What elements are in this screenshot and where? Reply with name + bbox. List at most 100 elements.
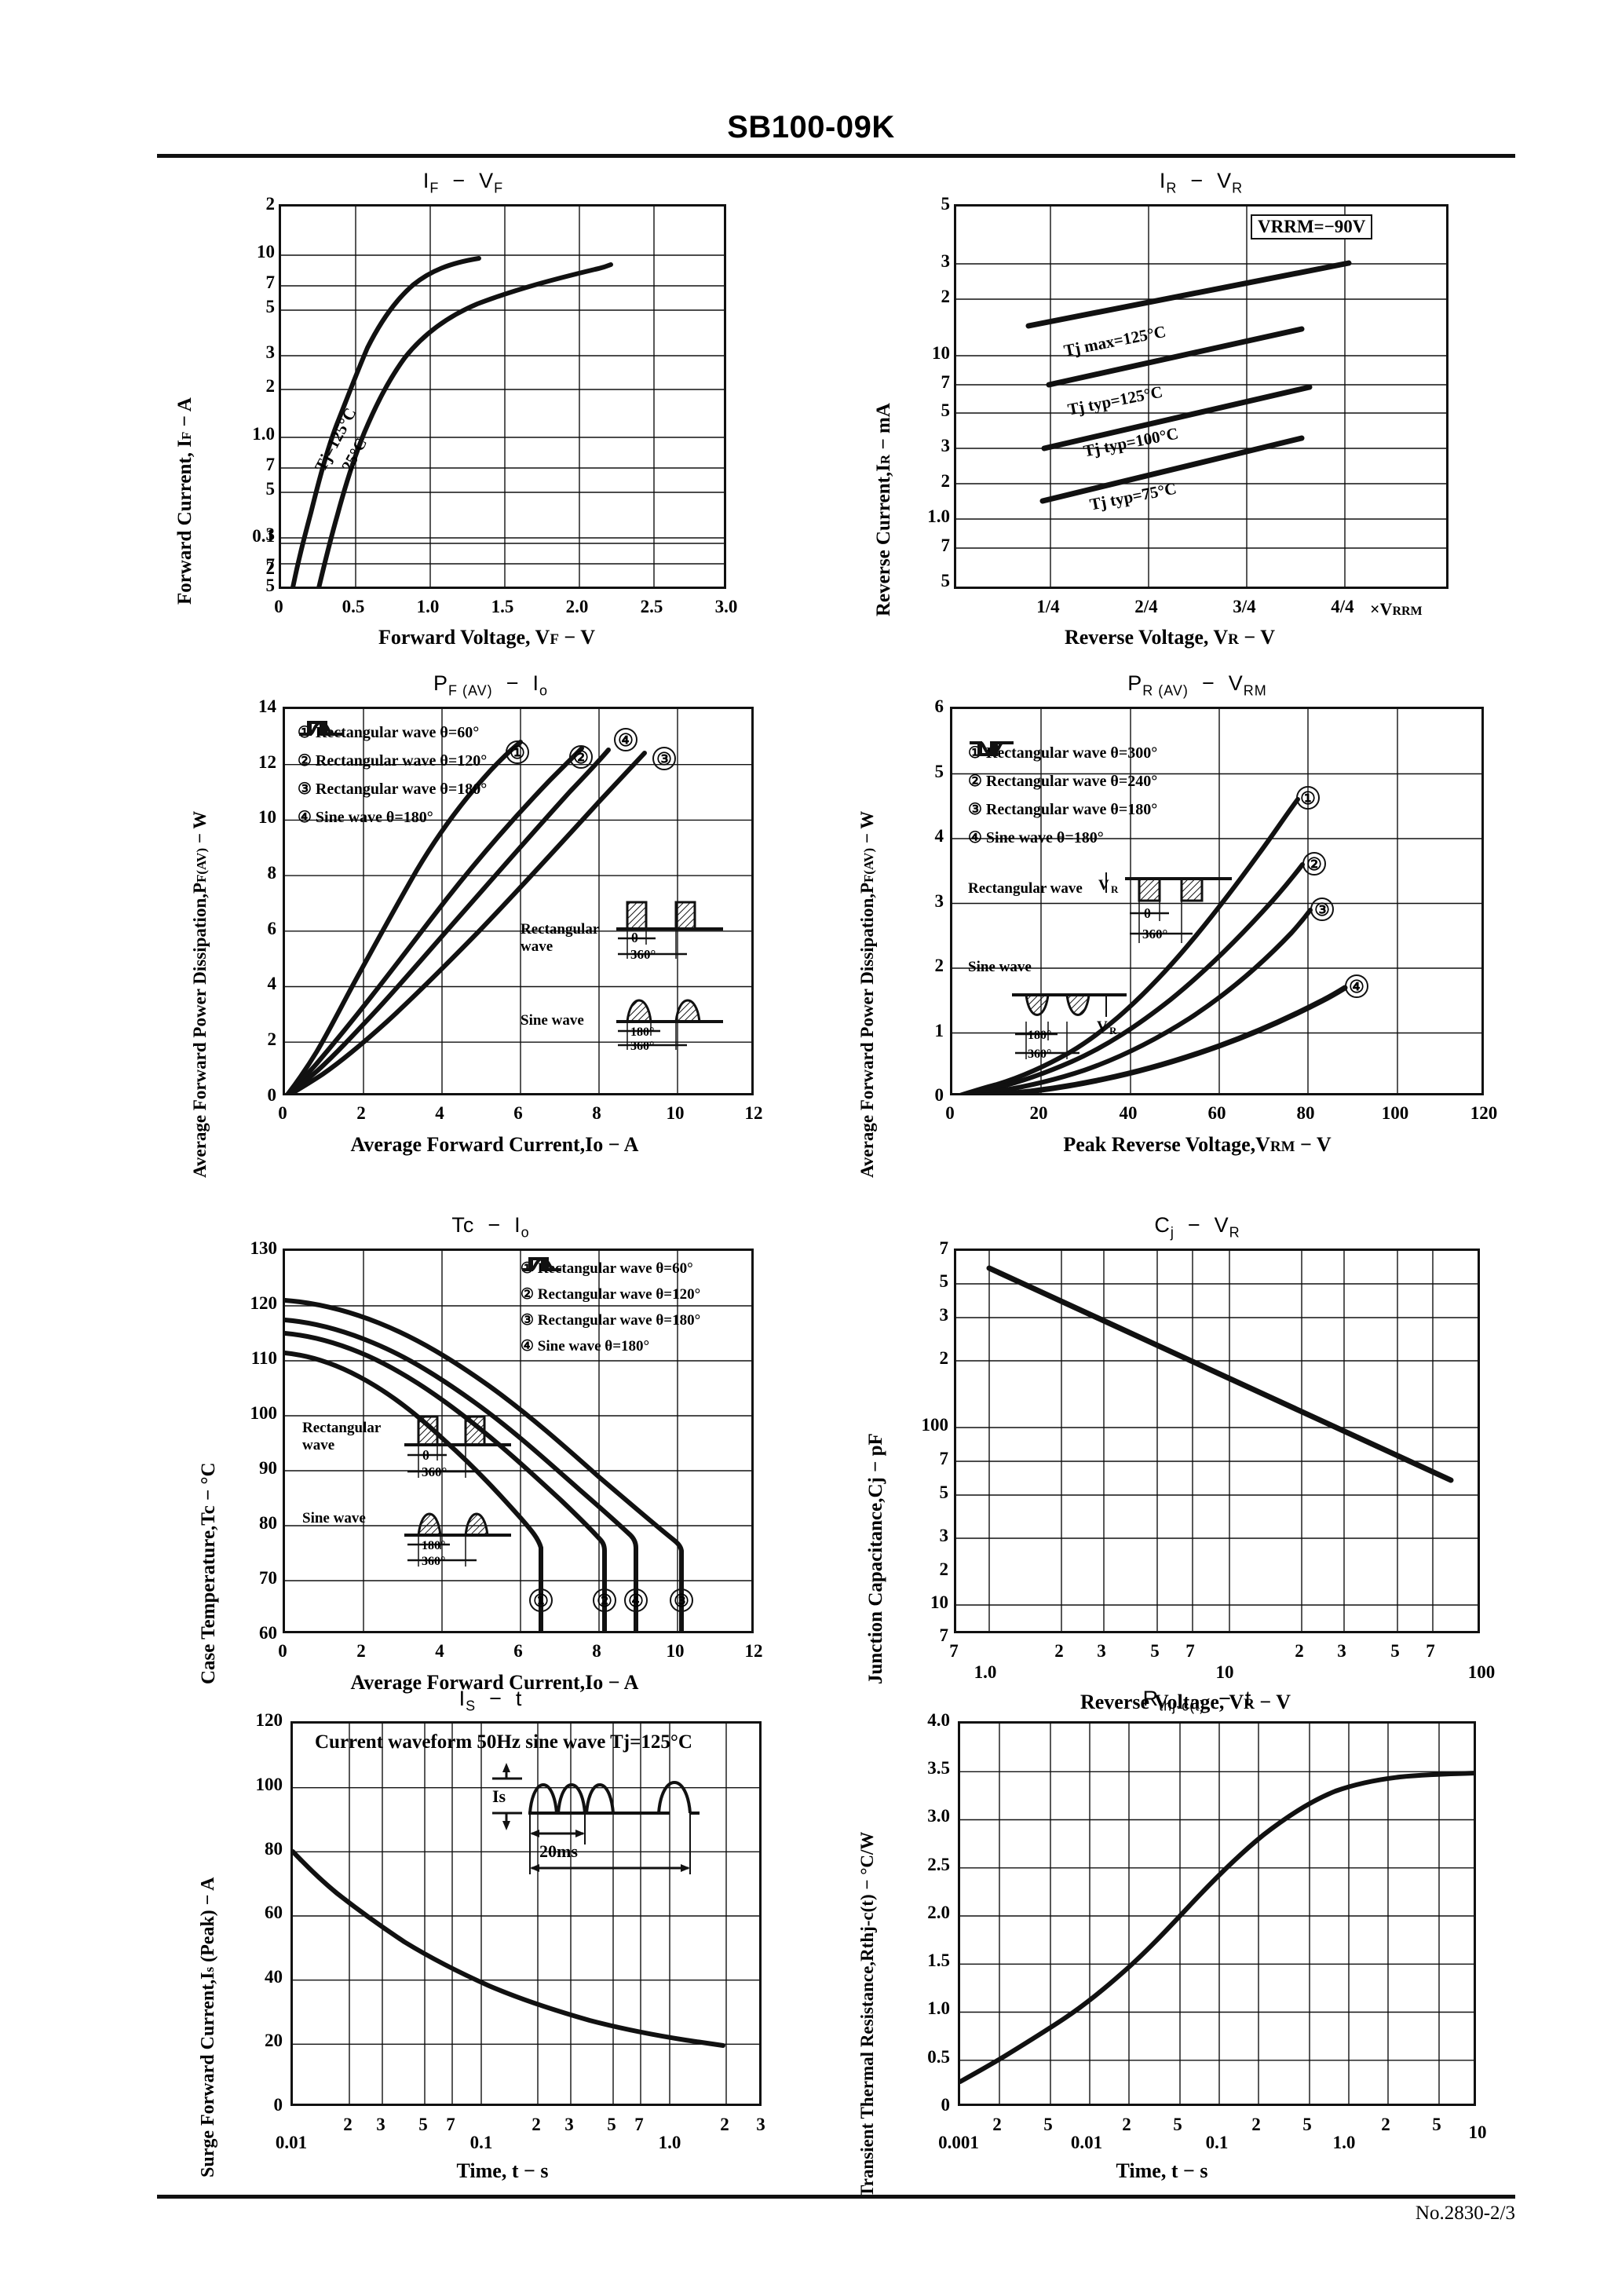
chart-title-prav-vrm: PR (AV) − VRM xyxy=(1127,671,1267,699)
axis-label-x-tc-io: Average Forward Current,Io − A xyxy=(350,1671,639,1694)
ytick: 5 xyxy=(939,1271,949,1291)
plot-area-tc-io: ① Rectangular wave θ=60° ② Rectangular w… xyxy=(283,1249,754,1633)
svg-text:R: R xyxy=(1111,883,1119,895)
svg-text:360°: 360° xyxy=(1028,1047,1051,1061)
xtick: 3 xyxy=(1337,1641,1346,1661)
ytick: 40 xyxy=(265,1967,283,1987)
ytick: 2.0 xyxy=(927,1903,950,1922)
ytick: 0 xyxy=(934,1085,944,1105)
plot-area-rth-t xyxy=(958,1721,1476,2106)
curve-marker-4: ④ xyxy=(1345,974,1368,998)
legend-pfav-io: ① Rectangular wave θ=60° ② Rectangular w… xyxy=(298,718,495,832)
ytick: 1.0 xyxy=(252,424,275,444)
ytick: 10 xyxy=(932,343,950,363)
svg-text:360°: 360° xyxy=(630,947,656,962)
xtick: 3 xyxy=(564,2115,574,2134)
legend-tc-io: ① Rectangular wave θ=60° ② Rectangular w… xyxy=(521,1256,708,1359)
xtick: 6 xyxy=(513,1641,523,1661)
axis-label-x-pfav: Average Forward Current,Io − A xyxy=(350,1133,639,1156)
curve-marker-2: ② xyxy=(593,1589,616,1612)
plot-svg-cj-vr xyxy=(956,1251,1478,1631)
legend-item: ② Rectangular wave θ=120° xyxy=(521,1257,708,1307)
ytick: 3 xyxy=(941,251,951,271)
ytick: 120 xyxy=(255,1710,283,1730)
chart-title-tc-io: Tc − Io xyxy=(451,1213,530,1241)
inset-rect-wave-label: Rectangular wave xyxy=(968,880,1083,897)
ytick: 7 xyxy=(265,455,276,474)
xtick: 1.0 xyxy=(1332,2133,1356,2152)
xtick: 0.01 xyxy=(1070,2133,1103,2152)
ytick: 2 xyxy=(267,1029,277,1049)
ytick: 7 xyxy=(939,1449,949,1468)
ytick: 110 xyxy=(250,1348,277,1368)
chart-title-pfav-io: PF (AV) − Io xyxy=(433,671,548,699)
svg-text:360°: 360° xyxy=(630,1040,654,1053)
xtick: 1.0 xyxy=(658,2133,681,2152)
axis-label-x-cj-vr: Reverse Voltage, VR − V xyxy=(1080,1691,1291,1713)
ytick: 4.0 xyxy=(927,1710,950,1730)
svg-text:360°: 360° xyxy=(422,1464,447,1479)
xtick: 20 xyxy=(1029,1103,1048,1123)
ytick: 6 xyxy=(267,919,277,938)
inset-rect-wave-label: Rectangular wave xyxy=(521,921,600,955)
plot-area-pfav-io: ① Rectangular wave θ=60° ② Rectangular w… xyxy=(283,707,754,1095)
xtick: 2 xyxy=(1381,2115,1390,2134)
axis-label-y-rth-t: Transient Thermal Resistance,Rthj-c(t) −… xyxy=(857,1831,877,2197)
chart-title-cj-vr: Cj − VR xyxy=(1154,1213,1240,1241)
legend-prav-vrm: ① Rectangular wave θ=300° ② Rectangular … xyxy=(968,739,1165,852)
ytick: 5 xyxy=(941,194,951,214)
xtick: 8 xyxy=(592,1641,601,1661)
svg-text:V: V xyxy=(1097,1018,1108,1035)
xtick: 2 xyxy=(992,2115,1002,2134)
ytick: 7 xyxy=(941,536,951,555)
xtick: 2/4 xyxy=(1134,597,1158,616)
svg-text:θ: θ xyxy=(422,1448,429,1463)
ytick: 7 xyxy=(265,272,276,292)
ytick: 14 xyxy=(258,696,276,716)
xtick: 40 xyxy=(1119,1103,1138,1123)
ytick: 0 xyxy=(267,1085,277,1105)
ytick: 1.5 xyxy=(927,1951,950,1970)
xtick: 0 xyxy=(945,1103,955,1123)
ytick: 100 xyxy=(921,1415,949,1435)
ytick: 10 xyxy=(930,1592,948,1612)
inset-sine-wave-label: Sine wave xyxy=(302,1510,366,1526)
inset-sine-wave-label: Sine wave xyxy=(968,959,1032,975)
curve-marker-1: ① xyxy=(529,1589,553,1612)
ytick: 4 xyxy=(267,974,277,993)
chart-tc-io: Tc − Io Case Temperature,Tc − °C xyxy=(181,1213,801,1747)
ytick: 7 xyxy=(939,1238,949,1258)
annotation-vrrm: VRRM=−90V xyxy=(1251,214,1373,239)
xtick: 60 xyxy=(1207,1103,1226,1123)
ytick: 7 xyxy=(939,1625,949,1645)
chart-is-t: IS − t Surge Forward Current,Is (Peak) −… xyxy=(181,1687,801,2236)
banner-is-t: Current waveform 50Hz sine wave Tj=125°C xyxy=(315,1731,692,1753)
chart-prav-vrm: PR (AV) − VRM Average Forward Power Diss… xyxy=(848,671,1547,1213)
ytick: 130 xyxy=(250,1238,278,1258)
axis-label-x-prav: Peak Reverse Voltage,VRM − V xyxy=(1063,1133,1332,1156)
xtick: 0.5 xyxy=(342,597,365,616)
axis-label-x-if-vf: Forward Voltage, VF − V xyxy=(378,626,596,649)
chart-if-vf: IF − VF Forward Current, IF − A xyxy=(157,169,769,671)
ytick: 20 xyxy=(265,2031,283,2050)
ytick: 60 xyxy=(265,1903,283,1922)
ytick: 5 xyxy=(941,571,951,590)
curve-marker-4: ④ xyxy=(624,1589,648,1612)
document-number: No.2830-2/3 xyxy=(1415,2203,1515,2224)
plot-area-if-vf: Tj=125°C 25°C xyxy=(279,204,726,589)
xtick: 0 xyxy=(278,1641,287,1661)
ytick: 6 xyxy=(934,696,944,716)
xtick: 5 xyxy=(1432,2115,1441,2134)
xtick: 0 xyxy=(278,1103,287,1123)
ytick: 7 xyxy=(941,372,951,392)
xtick: 2 xyxy=(1122,2115,1131,2134)
ytick: 90 xyxy=(259,1458,277,1478)
xtick: 2 xyxy=(532,2115,541,2134)
chart-title-ir-vr: IR − VR xyxy=(1159,169,1244,196)
svg-text:V: V xyxy=(1098,877,1109,894)
ytick: 2 xyxy=(934,956,944,975)
ytick: 100 xyxy=(255,1775,283,1794)
ytick: 2 xyxy=(939,1559,949,1579)
legend-item: ③ Rectangular wave θ=180° xyxy=(968,741,1165,824)
xtick: 2 xyxy=(720,2115,729,2134)
